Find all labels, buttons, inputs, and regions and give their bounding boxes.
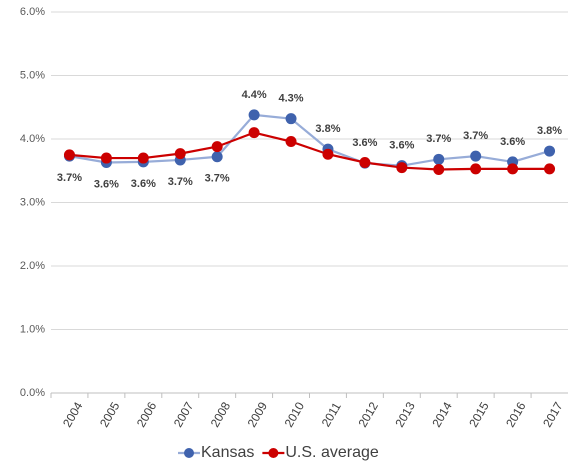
value-label: 3.7% [205,173,230,185]
x-tick-label: 2011 [319,400,344,430]
point [211,141,223,153]
series-line [69,131,550,171]
legend-marker [184,448,194,458]
point [507,163,519,175]
point [470,150,482,162]
point [359,156,371,168]
x-tick-label: 2007 [171,399,197,429]
point [470,163,482,175]
legend-label: Kansas [201,444,254,461]
value-label: 3.7% [57,172,82,184]
value-label: 3.8% [315,123,340,135]
value-label: 4.4% [242,89,267,101]
legend-marker [268,448,279,458]
point [544,163,556,175]
y-tick-label: 0.0% [20,387,45,399]
point [544,145,556,157]
point [285,136,297,148]
y-tick-label: 4.0% [20,133,45,145]
value-label: 4.3% [278,93,303,105]
point [174,148,186,160]
x-tick-label: 2005 [97,399,123,429]
value-label: 3.7% [168,176,193,188]
point [137,152,149,164]
x-tick-label: 2010 [282,399,308,429]
y-tick-label: 2.0% [20,260,45,272]
y-tick-label: 5.0% [20,69,45,81]
x-tick-label: 2006 [134,399,160,429]
point [322,148,334,160]
value-label: 3.8% [537,125,562,137]
series-line [69,113,550,167]
legend-label: U.S. average [285,444,378,461]
value-label: 3.7% [463,130,488,142]
point [211,151,223,163]
point [396,162,408,174]
value-label: 3.6% [131,178,156,190]
y-tick-label: 6.0% [20,6,45,18]
point [248,109,260,121]
x-tick-label: 2013 [392,399,418,429]
value-label: 3.6% [352,137,377,149]
x-tick-label: 2015 [466,399,492,429]
y-tick-label: 3.0% [20,196,45,208]
x-tick-label: 2017 [540,399,566,429]
x-tick-label: 2008 [208,399,234,429]
point [248,127,260,139]
x-tick-label: 2012 [355,399,381,429]
point [285,113,297,125]
x-tick-label: 2009 [245,399,271,429]
y-tick-label: 1.0% [20,323,45,335]
x-tick-label: 2014 [429,399,455,429]
value-label: 3.7% [426,133,451,145]
point [433,163,445,175]
value-label: 3.6% [94,178,119,190]
point [100,152,112,164]
value-label: 3.6% [389,140,414,152]
value-label: 3.6% [500,136,525,148]
point [433,153,445,165]
point [63,149,75,161]
x-tick-label: 2016 [503,399,529,429]
x-tick-label: 2004 [60,399,86,429]
